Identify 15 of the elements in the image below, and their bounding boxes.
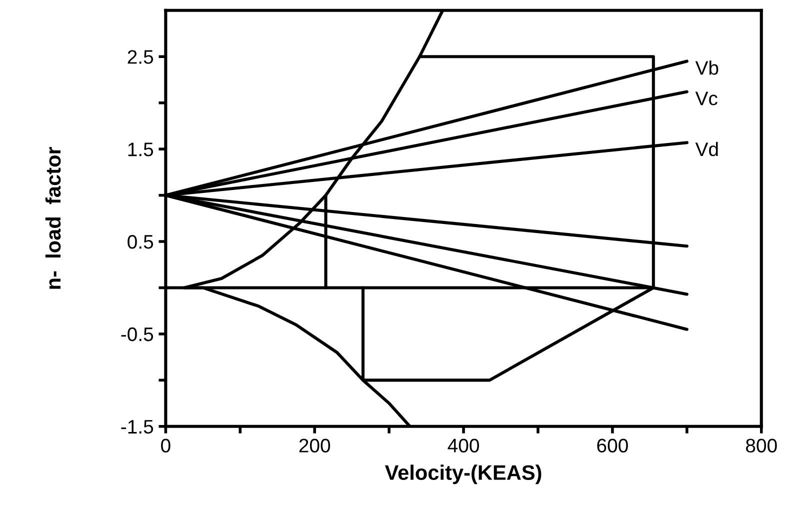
y-tick-label: -1.5 bbox=[121, 420, 154, 434]
series-label: Vb bbox=[695, 60, 718, 75]
y-tick-label: -0.5 bbox=[121, 327, 154, 342]
x-tick-label: 600 bbox=[597, 438, 628, 452]
y-tick-label: 1.5 bbox=[128, 142, 154, 156]
series-label: Vd bbox=[695, 142, 718, 156]
series-label: Vc bbox=[695, 92, 718, 106]
y-tick-label: 2.5 bbox=[128, 50, 154, 64]
x-tick-label: 200 bbox=[299, 438, 330, 452]
x-axis-title: Velocity-(KEAS) bbox=[384, 464, 542, 484]
x-tick-label: 800 bbox=[746, 438, 777, 452]
y-axis-title: n- load factor bbox=[45, 146, 61, 289]
x-tick-label: 0 bbox=[161, 438, 170, 452]
y-tick-label: 0.5 bbox=[128, 234, 154, 249]
x-tick-label: 400 bbox=[448, 438, 479, 452]
